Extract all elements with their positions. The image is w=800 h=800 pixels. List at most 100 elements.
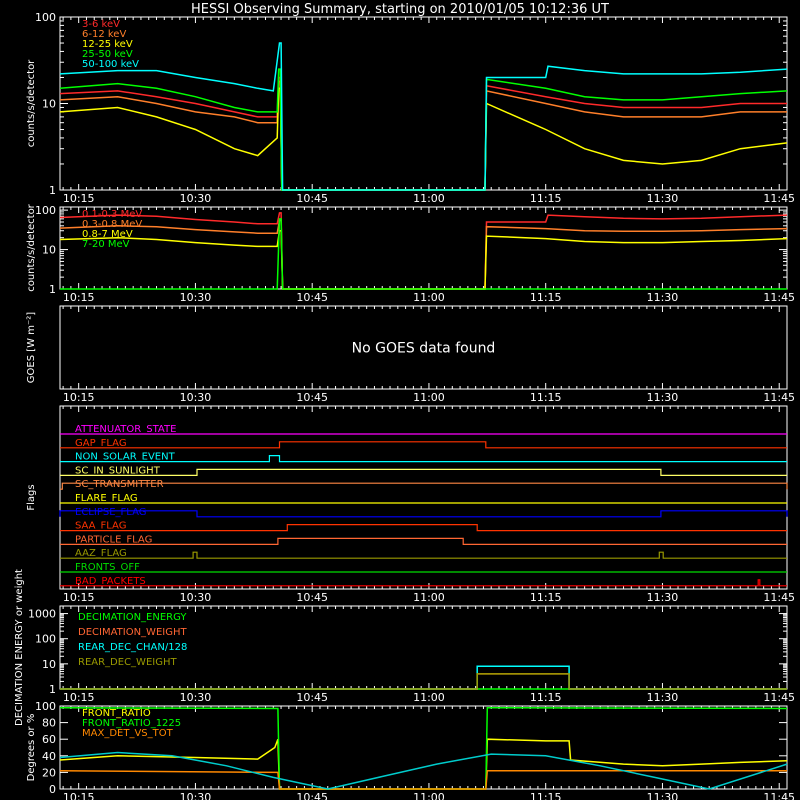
flag-label: AAZ_FLAG	[75, 548, 127, 559]
flag-label: SC_IN_SUNLIGHT	[75, 465, 161, 476]
panel-highe: 10:15 10:30 10:45 11:00 11:15 11:30 11:45 count…	[26, 203, 795, 304]
x-tick-label: 10:30	[180, 291, 212, 304]
panel-ratio: 10:15 10:30 10:45 11:00 11:15 11:30 11:45 Degre…	[26, 700, 795, 800]
flag-line-sc_in_sunlight	[60, 468, 787, 476]
flag-label: PARTICLE_FLAG	[75, 534, 152, 545]
panel-decim: 10:15 10:30 10:45 11:00 11:15 11:30 11:45 DECIM…	[14, 569, 795, 726]
x-tick-label: 11:30	[647, 291, 679, 304]
legend-entry: MAX_DET_VS_TOT	[82, 728, 174, 739]
flag-line-non_solar_event	[60, 455, 787, 463]
series-line-0	[59, 76, 787, 191]
x-tick-label: 10:15	[63, 291, 95, 304]
y-tick-label: 10	[42, 244, 56, 257]
series-line-3	[60, 673, 787, 690]
chart-title: HESSI Observing Summary, starting on 201…	[191, 2, 609, 17]
x-tick-label: 10:45	[296, 291, 328, 304]
y-axis-label: counts/s/detector	[26, 59, 37, 147]
legend-entry: 12-25 keV	[82, 39, 133, 50]
legend-entry: 7-20 MeV	[82, 239, 130, 250]
x-tick-label: 11:45	[763, 391, 795, 404]
panels-group: 10:15 10:30 10:45 11:00 11:15 11:30 11:45 count…	[14, 11, 795, 800]
flag-label: FLARE_FLAG	[75, 493, 138, 504]
y-tick-label: 1	[49, 283, 56, 296]
series-line-3	[59, 751, 788, 790]
y-tick-label: 100	[35, 633, 56, 646]
series-line-2	[60, 665, 787, 690]
x-tick-label: 11:00	[413, 192, 445, 205]
x-tick-label: 10:15	[63, 591, 95, 604]
legend-entry: 50-100 keV	[82, 59, 139, 70]
legend-entry: DECIMATION_ENERGY	[78, 612, 187, 623]
y-tick-label: 60	[42, 733, 56, 746]
panel-lowe: 10:15 10:30 10:45 11:00 11:15 11:30 11:45 count…	[26, 11, 795, 205]
y-tick-label: 40	[42, 750, 56, 763]
series-line-2	[59, 229, 788, 290]
x-tick-label: 11:45	[763, 291, 795, 304]
x-tick-label: 11:15	[530, 591, 562, 604]
legend-entry: 3-6 keV	[82, 19, 120, 30]
y-tick-label: 1	[49, 683, 56, 696]
series-line-0	[59, 212, 788, 290]
y-tick-label: 100	[35, 204, 56, 217]
flag-label: NON_SOLAR_EVENT	[75, 452, 176, 463]
x-tick-label: 10:45	[296, 691, 328, 704]
x-tick-label: 10:30	[180, 691, 212, 704]
legend-entry: 25-50 keV	[82, 49, 133, 60]
y-axis-label: Degrees or %	[26, 714, 37, 782]
x-tick-label: 10:30	[180, 791, 212, 800]
y-tick-label: 10	[42, 98, 56, 111]
x-tick-label: 11:00	[413, 291, 445, 304]
series-line-2	[59, 769, 787, 790]
x-tick-label: 11:30	[647, 591, 679, 604]
flag-label: FRONTS_OFF	[75, 562, 140, 573]
legend-entry: 6-12 keV	[82, 29, 126, 40]
x-tick-label: 10:45	[296, 791, 328, 800]
x-tick-label: 11:00	[413, 391, 445, 404]
flag-line-sc_transmitter	[60, 482, 788, 490]
x-tick-label: 11:30	[647, 791, 679, 800]
x-tick-label: 11:00	[413, 691, 445, 704]
x-tick-label: 10:45	[296, 591, 328, 604]
panel-frame	[59, 405, 788, 590]
flag-label: BAD_PACKETS	[75, 576, 146, 587]
series-line-4	[59, 42, 788, 191]
legend-entry: 0.1-0.3 MeV	[82, 209, 142, 220]
x-tick-label: 11:45	[763, 691, 795, 704]
panel-goes: 10:15 10:30 10:45 11:00 11:15 11:30 11:45 GOES …	[26, 305, 795, 404]
series-line-2	[59, 87, 788, 191]
flag-line-eclipse_flag	[59, 510, 788, 518]
flag-line-gap_flag	[60, 441, 787, 449]
flag-label: ECLIPSE_FLAG	[75, 507, 146, 518]
legend-entry: FRONT_RATIO_1225	[82, 718, 181, 729]
flag-line-aaz_flag	[60, 551, 787, 559]
x-tick-label: 10:30	[180, 391, 212, 404]
y-tick-label: 1000	[28, 608, 56, 621]
legend-entry: REAR_DEC_CHAN/128	[78, 642, 187, 653]
flag-label: SAA_FLAG	[75, 521, 126, 532]
y-tick-label: 0	[49, 783, 56, 796]
y-axis-label: counts/s/detector	[26, 203, 37, 291]
x-tick-label: 10:15	[63, 791, 95, 800]
flag-line-bad_packets	[60, 579, 787, 587]
panel-frame	[59, 305, 788, 390]
flag-label: GAP_FLAG	[75, 438, 127, 449]
x-tick-label: 10:15	[63, 691, 95, 704]
y-axis-label: DECIMATION ENERGY or weight	[14, 569, 25, 726]
y-tick-label: 100	[35, 11, 56, 24]
y-tick-label: 20	[42, 766, 56, 779]
flag-line-particle_flag	[60, 537, 787, 545]
flag-label: ATTENUATOR_STATE	[75, 424, 176, 435]
series-line-3	[60, 218, 787, 290]
series-line-3	[59, 68, 788, 191]
x-tick-label: 11:15	[530, 391, 562, 404]
x-tick-label: 11:15	[530, 192, 562, 205]
legend-entry: REAR_DEC_WEIGHT	[78, 657, 177, 668]
x-tick-label: 10:15	[63, 192, 95, 205]
x-tick-label: 11:45	[763, 192, 795, 205]
x-tick-label: 10:15	[63, 391, 95, 404]
y-tick-label: 1	[49, 184, 56, 197]
x-tick-label: 10:30	[180, 192, 212, 205]
x-tick-label: 11:45	[763, 591, 795, 604]
x-tick-label: 11:30	[647, 691, 679, 704]
